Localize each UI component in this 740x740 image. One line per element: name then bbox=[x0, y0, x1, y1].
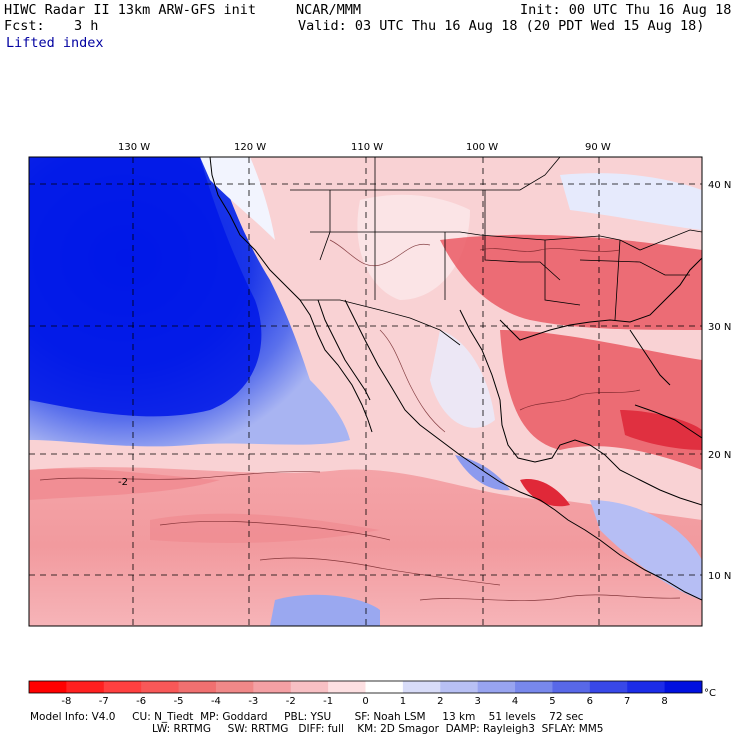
lat-label-30n: 30 N bbox=[708, 322, 731, 333]
colorbar-tick-label: -5 bbox=[174, 696, 184, 707]
colorbar-swatch bbox=[103, 681, 142, 693]
colorbar-swatch bbox=[178, 681, 217, 693]
colorbar-tick-label: 6 bbox=[587, 696, 593, 707]
central-america-stable bbox=[590, 500, 702, 600]
colorbar: -8 -7 -6 -5 -4 -3 -2 -1 0 1 2 3 4 5 6 7 8 °C bbox=[28, 680, 716, 707]
colorbar-swatch bbox=[477, 681, 516, 693]
southern-instability-region bbox=[29, 467, 702, 626]
colorbar-swatch bbox=[664, 681, 703, 693]
model-info-line1: Model Info: V4.0 CU: N_Tiedt MP: Goddard… bbox=[30, 711, 584, 723]
colorbar-swatch bbox=[552, 681, 591, 693]
lat-label-20n: 20 N bbox=[708, 450, 731, 461]
northeast-neutral-area bbox=[560, 173, 702, 230]
caribbean-max-instability bbox=[620, 410, 702, 450]
colorbar-swatch bbox=[215, 681, 254, 693]
colorbar-tick-label: -3 bbox=[248, 696, 258, 707]
lon-label-120w: 120 W bbox=[234, 142, 266, 153]
map-frame bbox=[28, 156, 703, 627]
plains-neutral-area bbox=[357, 194, 470, 300]
unstable-band-central bbox=[150, 513, 380, 543]
colorbar-swatch bbox=[328, 681, 366, 693]
lat-label-40n: 40 N bbox=[708, 180, 731, 191]
colorbar-tick-label: 5 bbox=[549, 696, 555, 707]
coastlines bbox=[209, 157, 702, 601]
colorbar-swatch bbox=[515, 681, 553, 693]
colorbar-swatch bbox=[141, 681, 180, 693]
source-label: NCAR/MMM bbox=[296, 2, 362, 18]
southeast-unstable-region bbox=[440, 234, 702, 330]
lat-label-10n: 10 N bbox=[708, 571, 731, 582]
colorbar-tick-label: 3 bbox=[474, 696, 480, 707]
lon-label-90w: 90 W bbox=[585, 142, 611, 153]
colorbar-frame bbox=[28, 680, 703, 694]
colorbar-tick-label: 4 bbox=[512, 696, 518, 707]
colorbar-tick-label: -6 bbox=[136, 696, 146, 707]
colorbar-tick-label: 8 bbox=[661, 696, 667, 707]
state-borders bbox=[290, 157, 702, 346]
lon-label-100w: 100 W bbox=[466, 142, 498, 153]
colorbar-tick-label: -8 bbox=[61, 696, 71, 707]
lon-label-110w: 110 W bbox=[351, 142, 383, 153]
contour-label: -2 bbox=[118, 477, 128, 488]
colorbar-unit: °C bbox=[704, 688, 716, 699]
mexico-coast-stable bbox=[455, 455, 510, 491]
colorbar-swatch bbox=[365, 681, 404, 693]
forecast-label: Fcst: bbox=[4, 18, 45, 34]
colorbar-swatch bbox=[402, 681, 441, 693]
colorbar-swatch bbox=[627, 681, 666, 693]
isthmus-max-instability bbox=[520, 479, 570, 507]
forecast-hour: 3 h bbox=[74, 18, 99, 34]
colorbar-swatch bbox=[290, 681, 329, 693]
colorbar-swatch bbox=[253, 681, 292, 693]
northwest-coast-neutral bbox=[200, 157, 275, 240]
colorbar-tick-label: -4 bbox=[211, 696, 221, 707]
lat-lon-grid bbox=[29, 157, 702, 626]
colorbar-swatch bbox=[440, 681, 479, 693]
colorbar-tick-label: -7 bbox=[99, 696, 109, 707]
model-info-line2: LW: RRTMG SW: RRTMG DIFF: full KM: 2D Sm… bbox=[152, 723, 604, 735]
mexico-plateau-stable bbox=[430, 330, 495, 428]
contour-lines bbox=[39, 239, 681, 601]
southern-stable-patch bbox=[270, 594, 380, 626]
colorbar-tick-label: 2 bbox=[437, 696, 443, 707]
colorbar-tick-label: 0 bbox=[362, 696, 368, 707]
colorbar-swatch bbox=[66, 681, 105, 693]
valid-time: Valid: 03 UTC Thu 16 Aug 18 (20 PDT Wed … bbox=[298, 18, 705, 34]
colorbar-swatch bbox=[29, 681, 67, 693]
colorbar-tick-label: -2 bbox=[286, 696, 296, 707]
lon-label-130w: 130 W bbox=[118, 142, 150, 153]
model-title: HIWC Radar II 13km ARW-GFS init bbox=[4, 2, 256, 18]
field-name: Lifted index bbox=[6, 35, 104, 51]
colorbar-tick-label: 1 bbox=[400, 696, 406, 707]
colorbar-tick-label: -1 bbox=[323, 696, 333, 707]
pacific-strong-stable-core bbox=[29, 157, 262, 417]
init-time: Init: 00 UTC Thu 16 Aug 18 bbox=[520, 2, 732, 18]
unstable-band-west bbox=[29, 468, 220, 500]
colorbar-swatch bbox=[589, 681, 628, 693]
colorbar-tick-label: 7 bbox=[624, 696, 630, 707]
